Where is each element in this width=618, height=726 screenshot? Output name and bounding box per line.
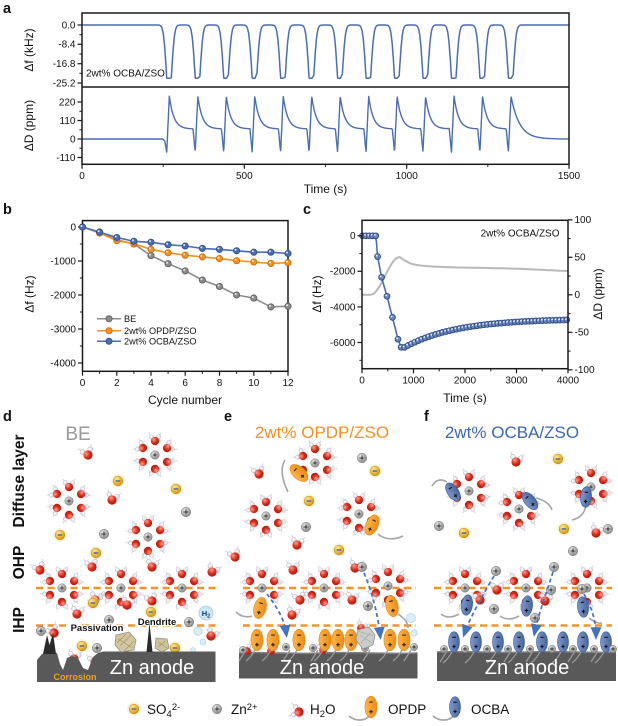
svg-text:1000: 1000 [396, 171, 419, 182]
svg-text:3000: 3000 [505, 375, 528, 386]
svg-text:4: 4 [148, 378, 154, 389]
svg-text:4000: 4000 [557, 375, 580, 386]
svg-text:d: d [3, 409, 12, 425]
svg-text:0: 0 [70, 134, 76, 145]
svg-text:-1000: -1000 [50, 256, 76, 267]
svg-text:500: 500 [236, 171, 253, 182]
svg-text:-16.8: -16.8 [53, 59, 76, 70]
svg-text:-50: -50 [575, 328, 590, 339]
svg-text:Time (s): Time (s) [443, 391, 487, 405]
svg-text:-6000: -6000 [330, 338, 356, 349]
svg-text:2wt% OCBA/ZSO: 2wt% OCBA/ZSO [124, 336, 197, 346]
svg-text:2wt% OPDP/ZSO: 2wt% OPDP/ZSO [255, 423, 389, 442]
svg-text:1000: 1000 [402, 375, 425, 386]
svg-text:50: 50 [575, 253, 587, 264]
svg-text:Cycle number: Cycle number [148, 393, 222, 407]
svg-text:ΔD (ppm): ΔD (ppm) [591, 268, 605, 319]
svg-text:Diffuse layer: Diffuse layer [11, 434, 28, 527]
svg-text:12: 12 [282, 378, 294, 389]
svg-text:OCBA: OCBA [471, 702, 509, 717]
svg-text:100: 100 [575, 215, 592, 226]
svg-text:ΔD (ppm): ΔD (ppm) [22, 100, 36, 151]
svg-text:Δf (Hz): Δf (Hz) [310, 275, 324, 312]
svg-text:220: 220 [59, 97, 76, 108]
svg-text:1500: 1500 [558, 171, 581, 182]
svg-text:-8.4: -8.4 [58, 40, 76, 51]
svg-text:Corrosion: Corrosion [53, 672, 96, 682]
svg-text:BE: BE [65, 424, 90, 445]
svg-text:H2O: H2O [310, 702, 336, 720]
svg-text:OHP: OHP [11, 546, 28, 580]
svg-text:6: 6 [182, 378, 188, 389]
svg-text:Δf (kHz): Δf (kHz) [22, 28, 36, 71]
svg-text:e: e [224, 409, 232, 425]
svg-text:2wt% OCBA/ZSO: 2wt% OCBA/ZSO [86, 69, 165, 80]
svg-text:0: 0 [350, 231, 356, 242]
svg-text:2wt% OCBA/ZSO: 2wt% OCBA/ZSO [481, 229, 560, 240]
svg-text:2wt% OPDP/ZSO: 2wt% OPDP/ZSO [124, 326, 197, 336]
svg-text:10: 10 [248, 378, 260, 389]
svg-text:-25.2: -25.2 [53, 78, 76, 89]
svg-text:Time (s): Time (s) [304, 182, 348, 196]
svg-text:f: f [424, 409, 429, 425]
svg-text:110: 110 [60, 116, 76, 127]
svg-text:Dendrite: Dendrite [138, 617, 177, 628]
svg-text:2wt% OCBA/ZSO: 2wt% OCBA/ZSO [445, 423, 579, 442]
svg-text:-4000: -4000 [50, 358, 76, 369]
svg-text:Zn anode: Zn anode [485, 657, 570, 679]
svg-text:Passivation: Passivation [71, 623, 124, 634]
svg-text:0.0: 0.0 [62, 20, 76, 31]
svg-text:2: 2 [114, 378, 120, 389]
svg-text:0: 0 [80, 378, 86, 389]
svg-text:BE: BE [124, 314, 136, 324]
svg-text:Δf (Hz): Δf (Hz) [23, 275, 37, 312]
svg-text:2000: 2000 [454, 375, 477, 386]
svg-text:H2: H2 [202, 609, 210, 620]
svg-text:-2000: -2000 [50, 290, 76, 301]
svg-text:8: 8 [217, 378, 223, 389]
svg-text:IHP: IHP [11, 607, 28, 633]
svg-text:-100: -100 [575, 365, 595, 376]
svg-text:b: b [3, 202, 12, 218]
svg-text:a: a [3, 1, 12, 17]
svg-text:OPDP: OPDP [388, 702, 426, 717]
svg-text:Zn anode: Zn anode [280, 657, 365, 679]
svg-text:c: c [303, 202, 311, 218]
svg-text:0: 0 [70, 222, 76, 233]
svg-text:0: 0 [575, 290, 581, 301]
svg-text:0: 0 [79, 171, 85, 182]
svg-text:-3000: -3000 [50, 324, 76, 335]
svg-text:0: 0 [359, 375, 365, 386]
svg-text:Zn anode: Zn anode [110, 657, 195, 679]
svg-text:-110: -110 [56, 153, 76, 164]
svg-text:-2000: -2000 [330, 267, 356, 278]
svg-text:-4000: -4000 [330, 302, 356, 313]
